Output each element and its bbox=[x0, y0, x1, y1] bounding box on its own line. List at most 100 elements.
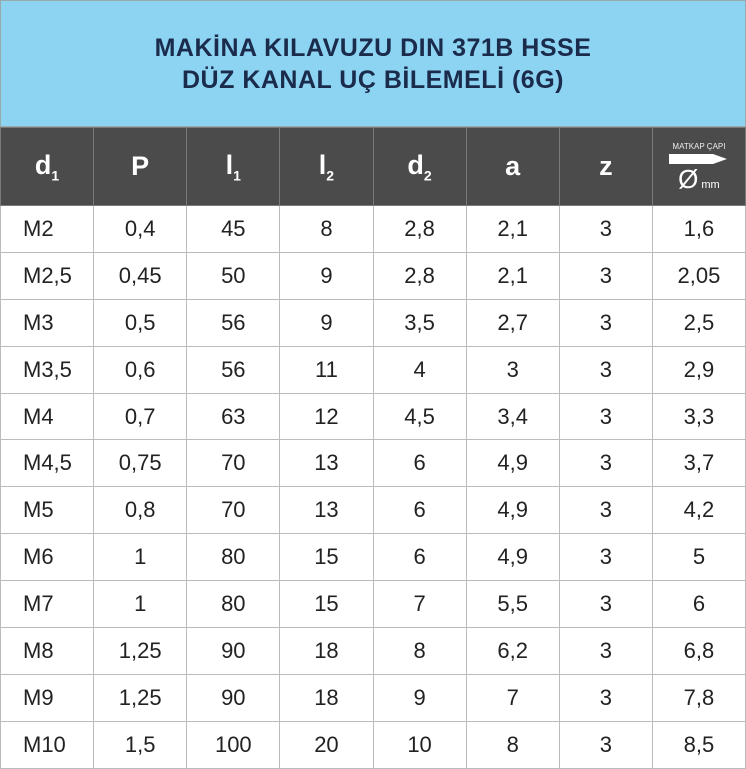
cell: 3,4 bbox=[465, 392, 560, 441]
cell: 6 bbox=[372, 439, 467, 488]
cell: 4,9 bbox=[465, 533, 560, 582]
cell: M6 bbox=[0, 533, 95, 582]
title-line: DÜZ KANAL UÇ BİLEMELİ (6G) bbox=[182, 65, 564, 94]
cell: 8 bbox=[465, 720, 560, 769]
cell: 5,5 bbox=[465, 580, 560, 629]
cell: 45 bbox=[186, 205, 281, 253]
header-text: a bbox=[505, 151, 521, 181]
title-line: MAKİNA KILAVUZU DIN 371B HSSE bbox=[154, 33, 592, 62]
title-band: MAKİNA KILAVUZU DIN 371B HSSE DÜZ KANAL … bbox=[0, 0, 746, 127]
cell: M2 bbox=[0, 205, 95, 253]
cell: M7 bbox=[0, 580, 95, 629]
cell: 3 bbox=[465, 345, 560, 394]
cell: 70 bbox=[186, 439, 281, 488]
row: M3 0,5 56 9 3,5 2,7 3 2,5 bbox=[0, 298, 746, 347]
cell: 9 bbox=[279, 298, 374, 347]
cell: 6 bbox=[372, 533, 467, 582]
cell: M4 bbox=[0, 392, 95, 441]
drill-tip bbox=[712, 154, 727, 164]
cell: 2,1 bbox=[465, 251, 560, 300]
cell: 6 bbox=[651, 580, 746, 629]
cell: 3,3 bbox=[651, 392, 746, 441]
cell: 0,45 bbox=[93, 251, 188, 300]
cell: 100 bbox=[186, 720, 281, 769]
cell: 3 bbox=[558, 205, 653, 253]
cell: 15 bbox=[279, 580, 374, 629]
cell: 7 bbox=[465, 673, 560, 722]
header-sub: 1 bbox=[51, 167, 60, 184]
header-text: l bbox=[318, 149, 327, 180]
header-sub: 2 bbox=[423, 167, 432, 184]
row: M2 0,4 45 8 2,8 2,1 3 1,6 bbox=[0, 205, 746, 253]
row: M4,5 0,75 70 13 6 4,9 3 3,7 bbox=[0, 439, 746, 488]
cell: 4,9 bbox=[465, 486, 560, 535]
cell: 18 bbox=[279, 627, 374, 675]
cell: 0,6 bbox=[93, 345, 188, 394]
cell: 50 bbox=[186, 251, 281, 300]
cell: 2,8 bbox=[372, 251, 467, 300]
cell: 4 bbox=[372, 345, 467, 394]
cell: 2,8 bbox=[372, 205, 467, 253]
header-text: d bbox=[34, 149, 52, 180]
cell: 1 bbox=[93, 533, 188, 582]
drill-shape bbox=[668, 154, 727, 164]
cell: 4,9 bbox=[465, 439, 560, 488]
row: M3,5 0,6 56 11 4 3 3 2,9 bbox=[0, 345, 746, 394]
cell: 1,25 bbox=[93, 673, 188, 722]
cell: 3 bbox=[558, 345, 653, 394]
cell: 0,75 bbox=[93, 439, 188, 488]
header-cell: z bbox=[558, 127, 653, 206]
row: M6 1 80 15 6 4,9 3 5 bbox=[0, 533, 746, 582]
cell: M10 bbox=[0, 720, 95, 769]
cell: 3 bbox=[558, 720, 653, 769]
cell: 3 bbox=[558, 486, 653, 535]
cell: 1,25 bbox=[93, 627, 188, 675]
cell: M2,5 bbox=[0, 251, 95, 300]
cell: M3,5 bbox=[0, 345, 95, 394]
cell: M4,5 bbox=[0, 439, 95, 488]
header-text: l bbox=[225, 149, 234, 180]
header-cell: l1 bbox=[186, 127, 281, 206]
cell: M9 bbox=[0, 673, 95, 722]
cell: 5 bbox=[651, 533, 746, 582]
cell: 4,5 bbox=[372, 392, 467, 441]
row: M4 0,7 63 12 4,5 3,4 3 3,3 bbox=[0, 392, 746, 441]
row: M2,5 0,45 50 9 2,8 2,1 3 2,05 bbox=[0, 251, 746, 300]
cell: 7,8 bbox=[651, 673, 746, 722]
cell: 0,5 bbox=[93, 298, 188, 347]
cell: 0,7 bbox=[93, 392, 188, 441]
cell: 8 bbox=[279, 205, 374, 253]
cell: 56 bbox=[186, 345, 281, 394]
cell: 6,2 bbox=[465, 627, 560, 675]
cell: 2,9 bbox=[651, 345, 746, 394]
cell: 3 bbox=[558, 673, 653, 722]
cell: M8 bbox=[0, 627, 95, 675]
cell: 70 bbox=[186, 486, 281, 535]
cell: 1,5 bbox=[93, 720, 188, 769]
cell: 3 bbox=[558, 392, 653, 441]
cell: 18 bbox=[279, 673, 374, 722]
cell: 10 bbox=[372, 720, 467, 769]
header-cell: a bbox=[465, 127, 560, 206]
cell: 3,5 bbox=[372, 298, 467, 347]
cell: 3 bbox=[558, 298, 653, 347]
header-text: d bbox=[407, 149, 424, 180]
row: M8 1,25 90 18 8 6,2 3 6,8 bbox=[0, 627, 746, 675]
header-cell: P bbox=[93, 127, 188, 206]
header-text: P bbox=[131, 151, 150, 181]
cell: 0,8 bbox=[93, 486, 188, 535]
cell: 3 bbox=[558, 580, 653, 629]
cell: 9 bbox=[279, 251, 374, 300]
cell: 80 bbox=[186, 580, 281, 629]
icon-caption: MATKAP ÇAPI bbox=[672, 142, 726, 151]
cell: 2,1 bbox=[465, 205, 560, 253]
drill-body bbox=[668, 154, 713, 164]
cell: 63 bbox=[186, 392, 281, 441]
header-cell: d1 bbox=[0, 127, 95, 206]
row: M10 1,5 100 20 10 8 3 8,5 bbox=[0, 720, 746, 769]
